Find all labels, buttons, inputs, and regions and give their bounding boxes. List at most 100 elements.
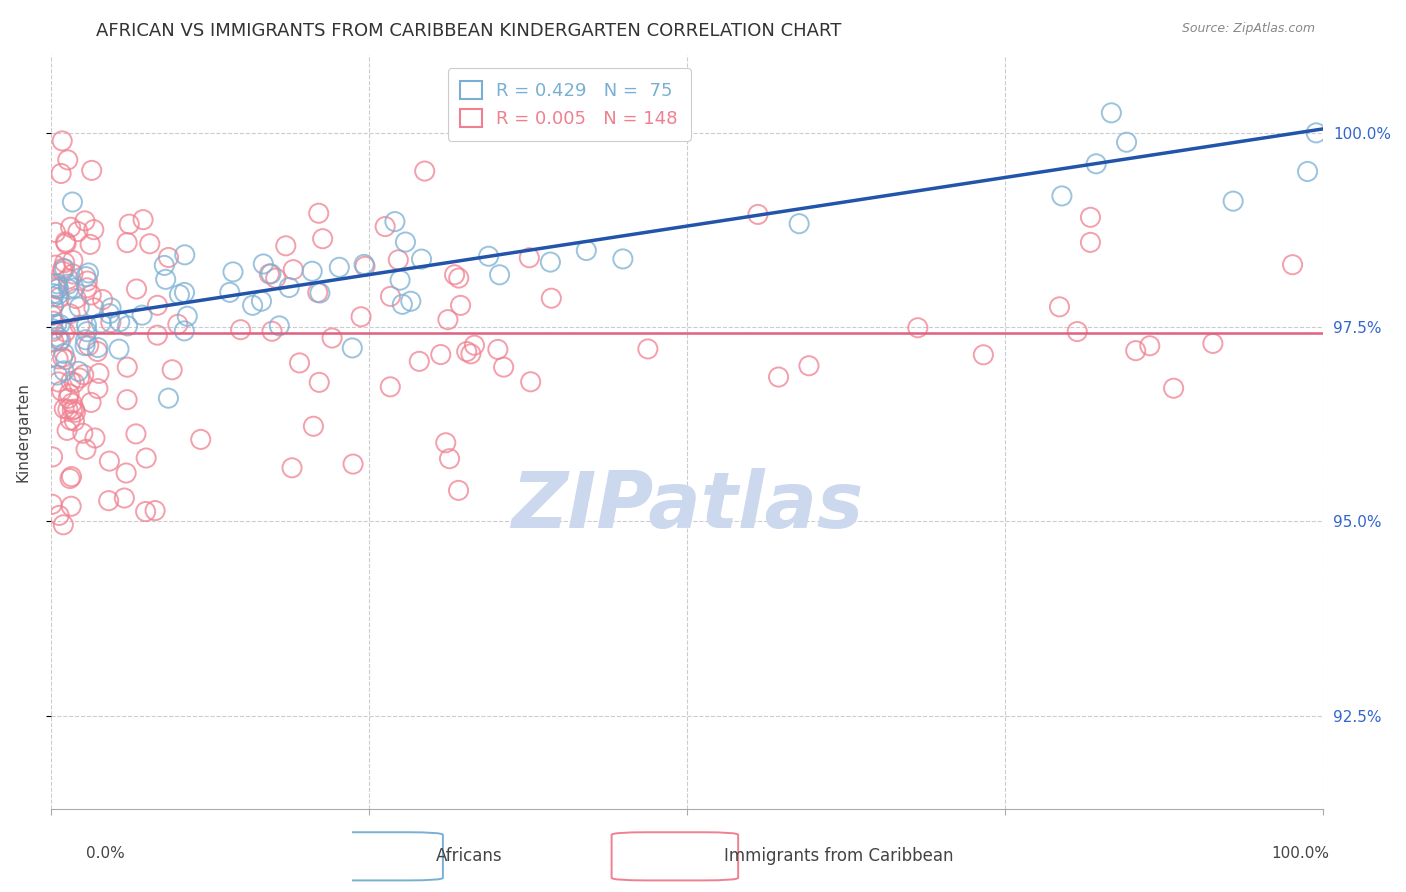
Point xyxy=(52,261,75,276)
Point xyxy=(42,322,65,336)
Point xyxy=(67,300,90,314)
Point xyxy=(260,324,283,338)
Point xyxy=(66,225,89,239)
Point xyxy=(58,277,80,292)
Point xyxy=(173,248,195,262)
Point xyxy=(60,403,83,417)
Point xyxy=(157,391,180,405)
Point xyxy=(52,517,75,532)
Point xyxy=(157,251,180,265)
Point xyxy=(76,325,98,339)
Point xyxy=(52,346,75,360)
Point xyxy=(100,316,122,330)
Point xyxy=(391,297,413,311)
Point xyxy=(56,153,79,167)
Point xyxy=(274,239,297,253)
Point xyxy=(65,405,87,419)
Point xyxy=(250,294,273,309)
Point xyxy=(53,364,76,378)
Point xyxy=(160,363,183,377)
Point xyxy=(77,338,100,352)
Point xyxy=(1080,211,1102,225)
Point xyxy=(83,222,105,236)
Point xyxy=(260,267,283,281)
Point xyxy=(1085,157,1108,171)
Point xyxy=(288,356,311,370)
Point xyxy=(139,236,162,251)
Point xyxy=(637,342,659,356)
Point xyxy=(59,471,82,485)
Point xyxy=(125,426,148,441)
Point xyxy=(72,426,94,441)
Point xyxy=(301,264,323,278)
Point xyxy=(411,252,433,266)
Point xyxy=(52,351,75,365)
Point xyxy=(308,206,330,220)
Point xyxy=(44,226,66,240)
Point xyxy=(41,309,63,323)
Point xyxy=(46,330,69,344)
Point xyxy=(48,334,70,348)
Point xyxy=(55,352,77,367)
Point xyxy=(73,368,96,382)
Point xyxy=(63,281,86,295)
Point xyxy=(797,359,820,373)
Point xyxy=(83,301,105,315)
Point xyxy=(229,323,252,337)
Point xyxy=(42,290,65,304)
Point xyxy=(52,264,75,278)
Point xyxy=(486,343,509,357)
Point xyxy=(53,261,76,276)
Point xyxy=(112,491,135,505)
Y-axis label: Kindergarten: Kindergarten xyxy=(15,382,30,482)
Point xyxy=(62,267,84,281)
Point xyxy=(374,219,396,234)
Point xyxy=(242,298,264,312)
Point xyxy=(166,318,188,332)
Point xyxy=(76,274,98,288)
Point xyxy=(146,298,169,312)
Point xyxy=(75,333,97,347)
Point xyxy=(384,214,406,228)
Point xyxy=(308,376,330,390)
Point xyxy=(73,214,96,228)
Point xyxy=(75,338,97,352)
Point xyxy=(173,285,195,300)
Point xyxy=(59,375,82,389)
Point xyxy=(108,342,131,356)
Point xyxy=(1049,300,1071,314)
Point xyxy=(41,450,63,464)
Point xyxy=(59,307,82,321)
Point xyxy=(252,257,274,271)
Point xyxy=(53,255,76,269)
Point xyxy=(45,318,67,332)
Point xyxy=(218,285,240,300)
Point xyxy=(91,293,114,307)
Point xyxy=(478,249,501,263)
Point xyxy=(80,395,103,409)
Point xyxy=(63,402,86,417)
Point xyxy=(408,354,430,368)
Point xyxy=(62,253,84,268)
Legend: R = 0.429   N =  75, R = 0.005   N = 148: R = 0.429 N = 75, R = 0.005 N = 148 xyxy=(447,68,690,141)
Point xyxy=(75,269,97,284)
Point xyxy=(153,259,176,273)
Point xyxy=(437,312,460,326)
Point xyxy=(44,280,66,294)
Point xyxy=(456,344,478,359)
Point xyxy=(1050,189,1073,203)
Point xyxy=(269,318,291,333)
Point xyxy=(540,291,562,305)
Point xyxy=(49,166,72,180)
Point xyxy=(55,236,77,251)
Point xyxy=(302,419,325,434)
Point xyxy=(132,212,155,227)
Point xyxy=(60,500,83,514)
Point xyxy=(1296,164,1319,178)
Point xyxy=(75,442,97,457)
Point xyxy=(768,370,790,384)
Point xyxy=(190,433,212,447)
Point xyxy=(51,384,73,398)
Point xyxy=(53,401,76,416)
Point xyxy=(87,367,110,381)
